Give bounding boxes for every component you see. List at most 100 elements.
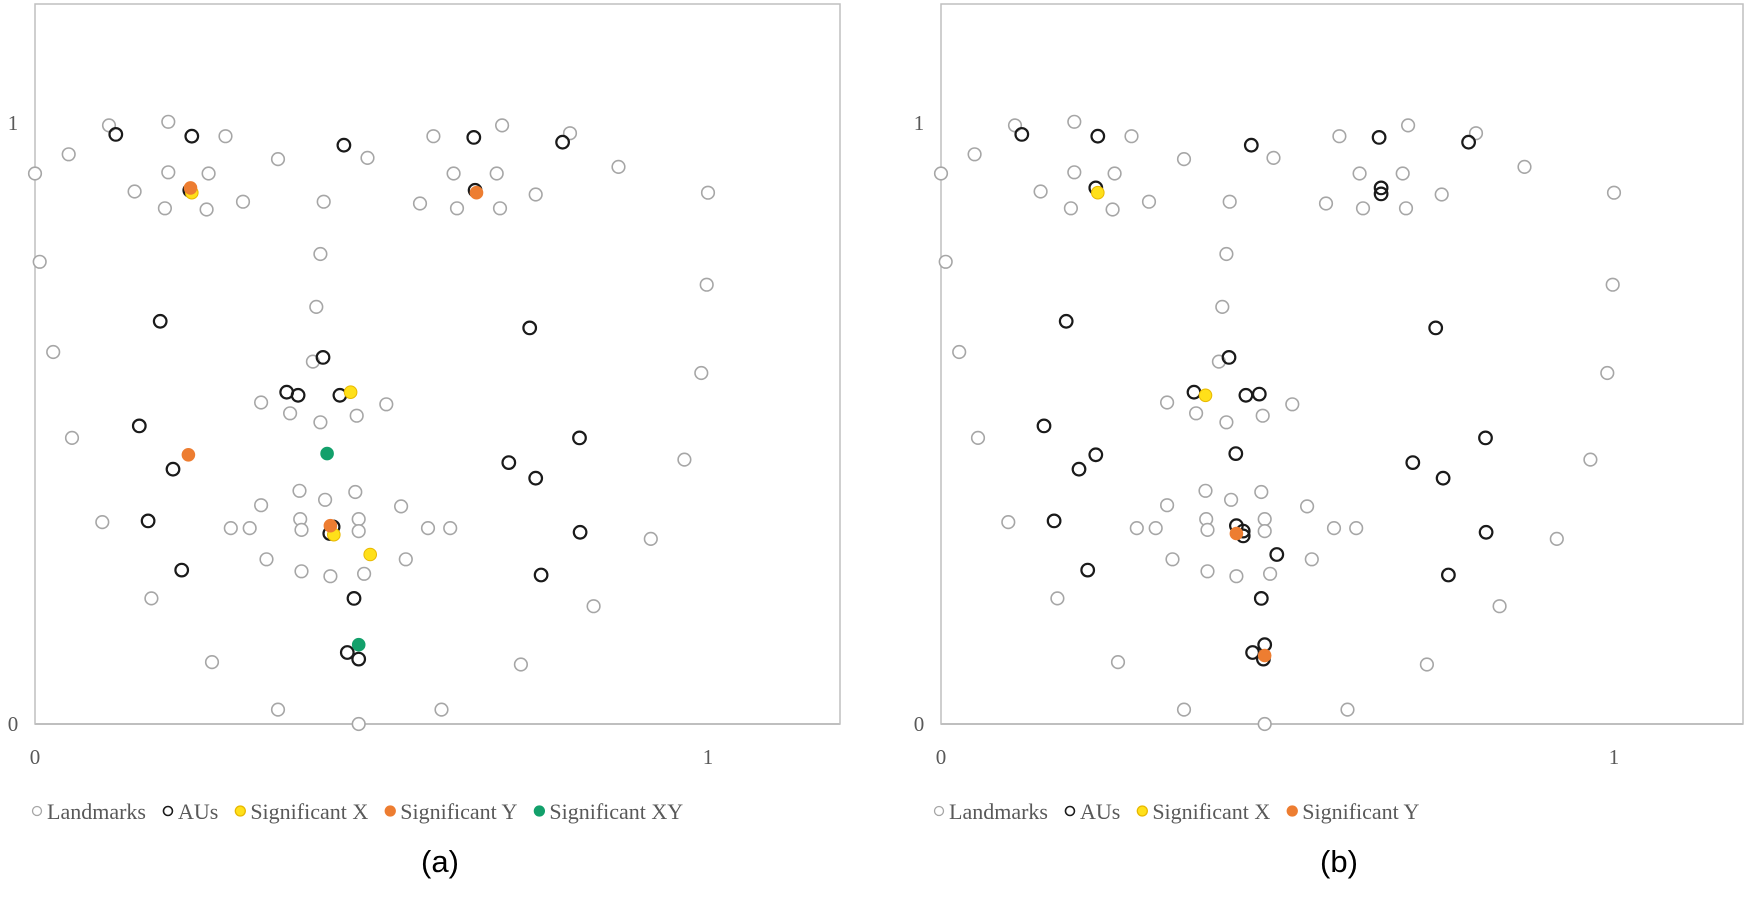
data-point: [270, 152, 286, 167]
data-point: [131, 418, 147, 434]
data-point: [1251, 386, 1267, 402]
data-point: [201, 166, 216, 181]
data-point: [95, 514, 110, 530]
data-point: [1332, 129, 1347, 144]
data-point: [259, 552, 274, 567]
data-point: [27, 166, 43, 181]
data-point: [426, 129, 441, 144]
data-point: [1007, 118, 1023, 133]
legend-label: AUs: [178, 799, 218, 824]
data-point: [1219, 246, 1234, 262]
data-point: [61, 147, 76, 162]
data-point: [1257, 523, 1272, 539]
data-point: [165, 461, 181, 477]
data-point: [1110, 654, 1126, 670]
data-point: [1257, 648, 1272, 663]
data-point: [1478, 524, 1494, 540]
data-point: [522, 320, 538, 336]
data-point: [351, 523, 366, 539]
data-point: [1419, 657, 1434, 672]
legend-label: Significant X: [250, 799, 368, 824]
legend-label: Significant XY: [549, 799, 683, 824]
data-point: [572, 524, 588, 540]
data-point: [1262, 566, 1278, 581]
x-tick-label: 1: [1609, 745, 1620, 769]
data-point: [1198, 388, 1213, 403]
data-point: [699, 277, 714, 292]
data-point: [1107, 166, 1122, 181]
data-point: [1371, 129, 1387, 145]
data-point: [1129, 520, 1144, 536]
legend-marker: [1136, 805, 1148, 817]
data-point: [1165, 552, 1180, 567]
data-point: [1373, 180, 1389, 196]
x-tick-label: 0: [30, 745, 41, 769]
data-point: [351, 511, 366, 527]
data-point: [933, 166, 949, 181]
data-point: [1223, 492, 1239, 507]
data-point: [294, 564, 309, 579]
legend-label: Significant Y: [1302, 799, 1419, 824]
data-point: [1440, 567, 1456, 583]
series-significant-xy: [320, 446, 366, 652]
data-point: [318, 492, 333, 507]
data-point: [127, 184, 142, 199]
data-point: [1400, 118, 1416, 133]
data-point: [443, 520, 458, 536]
data-point: [1091, 185, 1105, 200]
data-point: [204, 654, 220, 670]
data-point: [254, 395, 269, 410]
data-point: [1355, 201, 1371, 216]
data-point: [1215, 299, 1230, 315]
data-point: [1219, 415, 1234, 430]
data-point: [161, 114, 176, 129]
data-point: [1299, 499, 1315, 514]
data-point: [1159, 498, 1175, 513]
data-point: [351, 651, 367, 667]
data-point: [1058, 313, 1074, 329]
data-point: [1269, 547, 1285, 562]
data-point: [1257, 716, 1272, 732]
series-landmarks: [933, 114, 1622, 732]
data-point: [323, 569, 338, 584]
data-point: [394, 499, 409, 514]
data-point: [1304, 552, 1319, 567]
legend-marker: [933, 805, 945, 817]
data-point: [1159, 395, 1175, 410]
data-point: [218, 129, 233, 144]
data-point: [351, 716, 366, 732]
data-point: [199, 202, 214, 217]
data-point: [1243, 137, 1259, 153]
data-point: [1036, 418, 1052, 434]
data-point: [528, 187, 543, 202]
data-point: [1285, 397, 1300, 412]
data-point: [1254, 484, 1269, 500]
data-point: [348, 484, 363, 500]
data-point: [270, 702, 286, 717]
data-point: [108, 126, 124, 142]
legend: Landmarks AUs Significant X Significant Y: [933, 799, 1419, 824]
data-point: [1326, 520, 1342, 536]
data-point: [1046, 513, 1062, 529]
data-point: [101, 118, 117, 133]
data-point: [1434, 187, 1449, 202]
data-point: [643, 531, 658, 547]
data-point: [1090, 128, 1106, 144]
data-point: [1257, 511, 1272, 527]
data-point: [1067, 165, 1082, 180]
data-point: [1492, 599, 1507, 614]
data-point: [64, 430, 80, 446]
data-point: [32, 254, 47, 269]
legend-marker: [384, 805, 396, 817]
data-point: [1148, 520, 1163, 536]
data-point: [360, 150, 375, 165]
data-point: [363, 547, 378, 562]
data-point: [183, 181, 198, 195]
data-point: [323, 518, 338, 533]
y-tick-label: 0: [914, 712, 925, 736]
data-point: [1255, 408, 1270, 423]
x-tick-label: 0: [936, 745, 947, 769]
series-aus: [1014, 126, 1494, 667]
data-point: [157, 201, 172, 216]
data-point: [223, 520, 238, 536]
